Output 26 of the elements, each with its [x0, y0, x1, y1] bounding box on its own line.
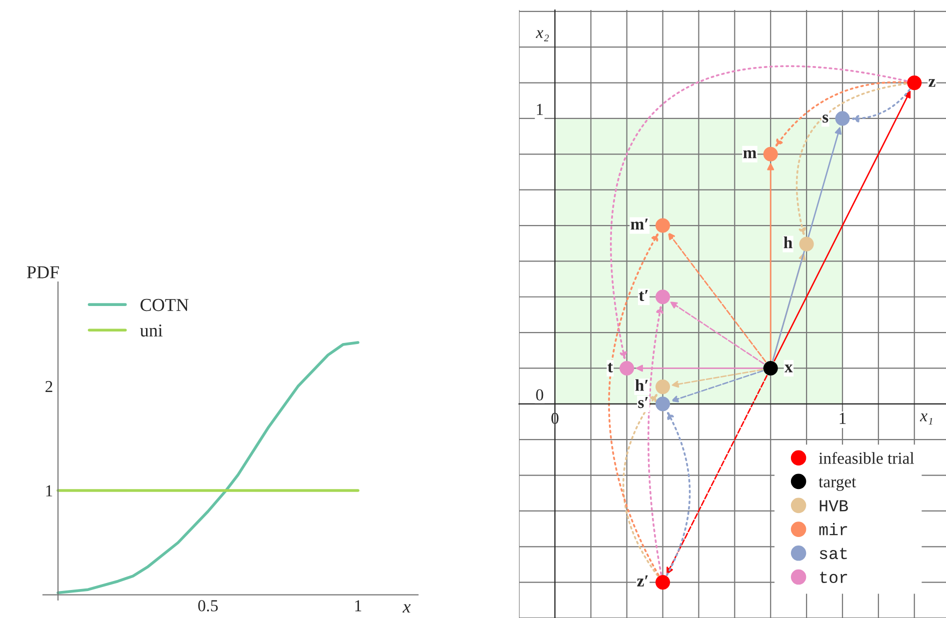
annotation: s	[822, 114, 828, 123]
annotation: h	[784, 236, 792, 248]
y-axis-title: x₂	[536, 30, 549, 42]
annotation: h′	[635, 379, 648, 391]
legend-label: HVB	[820, 500, 848, 512]
annotation: m	[743, 150, 756, 158]
legend-label: COTN	[140, 298, 189, 312]
annotation: m′	[630, 218, 648, 230]
y-axis-title: PDF	[26, 266, 59, 278]
legend-label: mir	[819, 523, 848, 536]
line-series	[56, 341, 360, 594]
legend-label: sat	[820, 548, 847, 560]
annotation: z′	[637, 575, 648, 586]
annotation: x	[784, 364, 793, 372]
y-tick-label: 2	[46, 381, 52, 392]
annotation: t′	[638, 290, 648, 302]
legend-label: target	[818, 478, 856, 491]
annotation: s′	[638, 397, 648, 408]
x-axis-title: x₁	[920, 414, 932, 425]
legend-label: tor	[820, 572, 848, 584]
x-tick-label: 0.5	[198, 600, 218, 612]
legend-label: uni	[140, 324, 163, 337]
x-axis-title: x	[402, 604, 411, 613]
annotation: t	[608, 362, 613, 372]
annotation: z	[928, 79, 936, 87]
legend-label: infeasible trial	[818, 452, 914, 464]
